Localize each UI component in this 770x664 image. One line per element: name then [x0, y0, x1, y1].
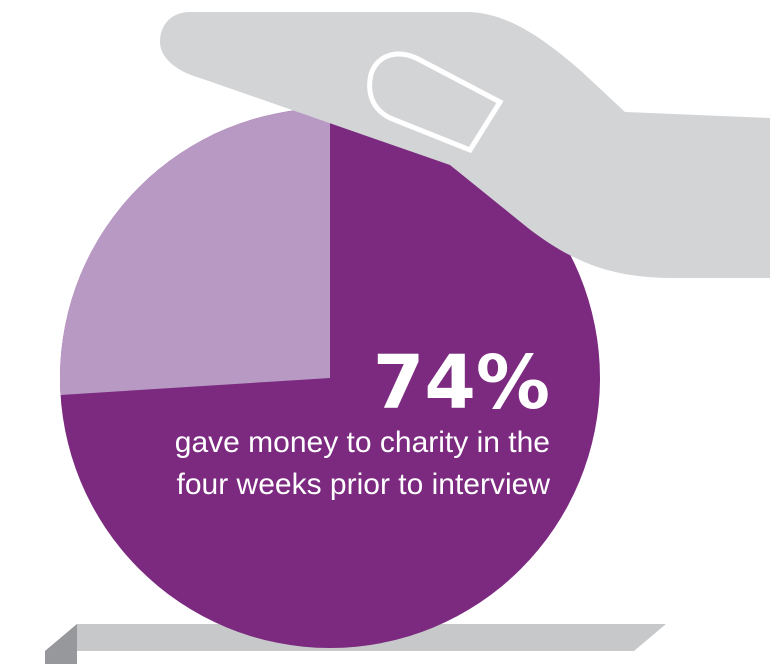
hand-thumb: [367, 51, 504, 154]
pie-slice-did-not-give: [59, 107, 330, 395]
headline-value: 74%: [373, 340, 550, 426]
base-platform-side: [45, 624, 77, 664]
hand-icon: [160, 12, 770, 278]
pie-chart: [59, 107, 600, 648]
caption-line-2: four weeks prior to interview: [177, 468, 551, 501]
caption-line-1: gave money to charity in the: [175, 426, 550, 459]
